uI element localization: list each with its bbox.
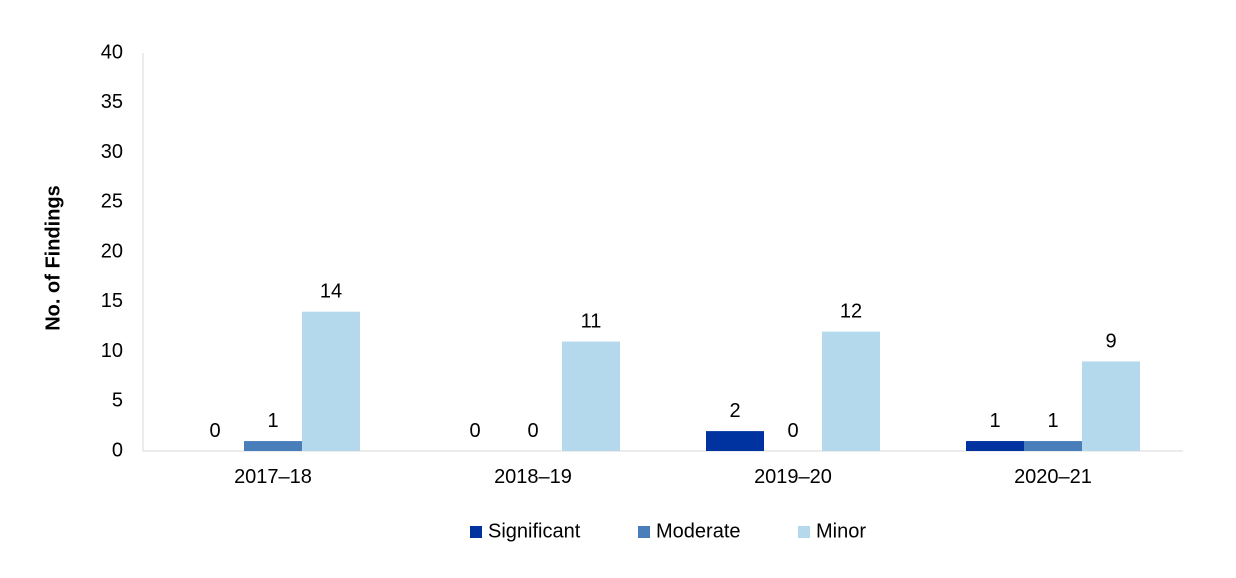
data-label: 11	[581, 311, 602, 333]
bar-moderate	[244, 441, 302, 451]
y-tick-label: 15	[101, 290, 123, 312]
legend-label-minor: Minor	[816, 520, 866, 542]
bar-minor	[1082, 361, 1140, 451]
legend-label-moderate: Moderate	[656, 520, 741, 542]
y-tick-label: 20	[101, 240, 123, 262]
bars	[244, 311, 1140, 451]
bar-significant	[706, 431, 764, 451]
legend-swatch-significant	[470, 526, 482, 538]
bar-minor	[562, 341, 620, 451]
y-tick-label: 5	[112, 390, 123, 412]
data-label: 0	[527, 420, 538, 442]
legend-label-significant: Significant	[488, 520, 581, 542]
data-label: 0	[469, 420, 480, 442]
data-label: 1	[267, 410, 278, 432]
y-axis: 0 5 10 15 20 25 30 35 40	[101, 41, 144, 461]
x-tick-label: 2020–21	[1014, 466, 1092, 488]
x-tick-label: 2019–20	[754, 466, 832, 488]
legend-swatch-minor	[798, 526, 810, 538]
bar-significant	[966, 441, 1024, 451]
y-tick-label: 35	[101, 91, 123, 113]
data-label: 2	[729, 400, 740, 422]
bar-moderate	[1024, 441, 1082, 451]
data-label: 1	[989, 410, 1000, 432]
y-tick-label: 25	[101, 191, 123, 213]
x-tick-label: 2018–19	[494, 466, 572, 488]
y-tick-label: 10	[101, 340, 123, 362]
x-axis: 2017–18 2018–19 2019–20 2020–21	[143, 450, 1183, 488]
data-label: 12	[840, 301, 862, 323]
y-tick-label: 0	[112, 439, 123, 461]
y-tick-label: 30	[101, 141, 123, 163]
data-label: 14	[320, 281, 342, 303]
y-axis-title: No. of Findings	[42, 185, 64, 331]
data-label: 0	[209, 420, 220, 442]
bar-minor	[822, 331, 880, 451]
data-label: 0	[787, 420, 798, 442]
legend-swatch-moderate	[638, 526, 650, 538]
x-tick-label: 2017–18	[234, 466, 312, 488]
legend: Significant Moderate Minor	[470, 520, 866, 542]
y-tick-label: 40	[101, 41, 123, 63]
data-label: 9	[1105, 330, 1116, 352]
data-label: 1	[1047, 410, 1058, 432]
bar-minor	[302, 311, 360, 451]
